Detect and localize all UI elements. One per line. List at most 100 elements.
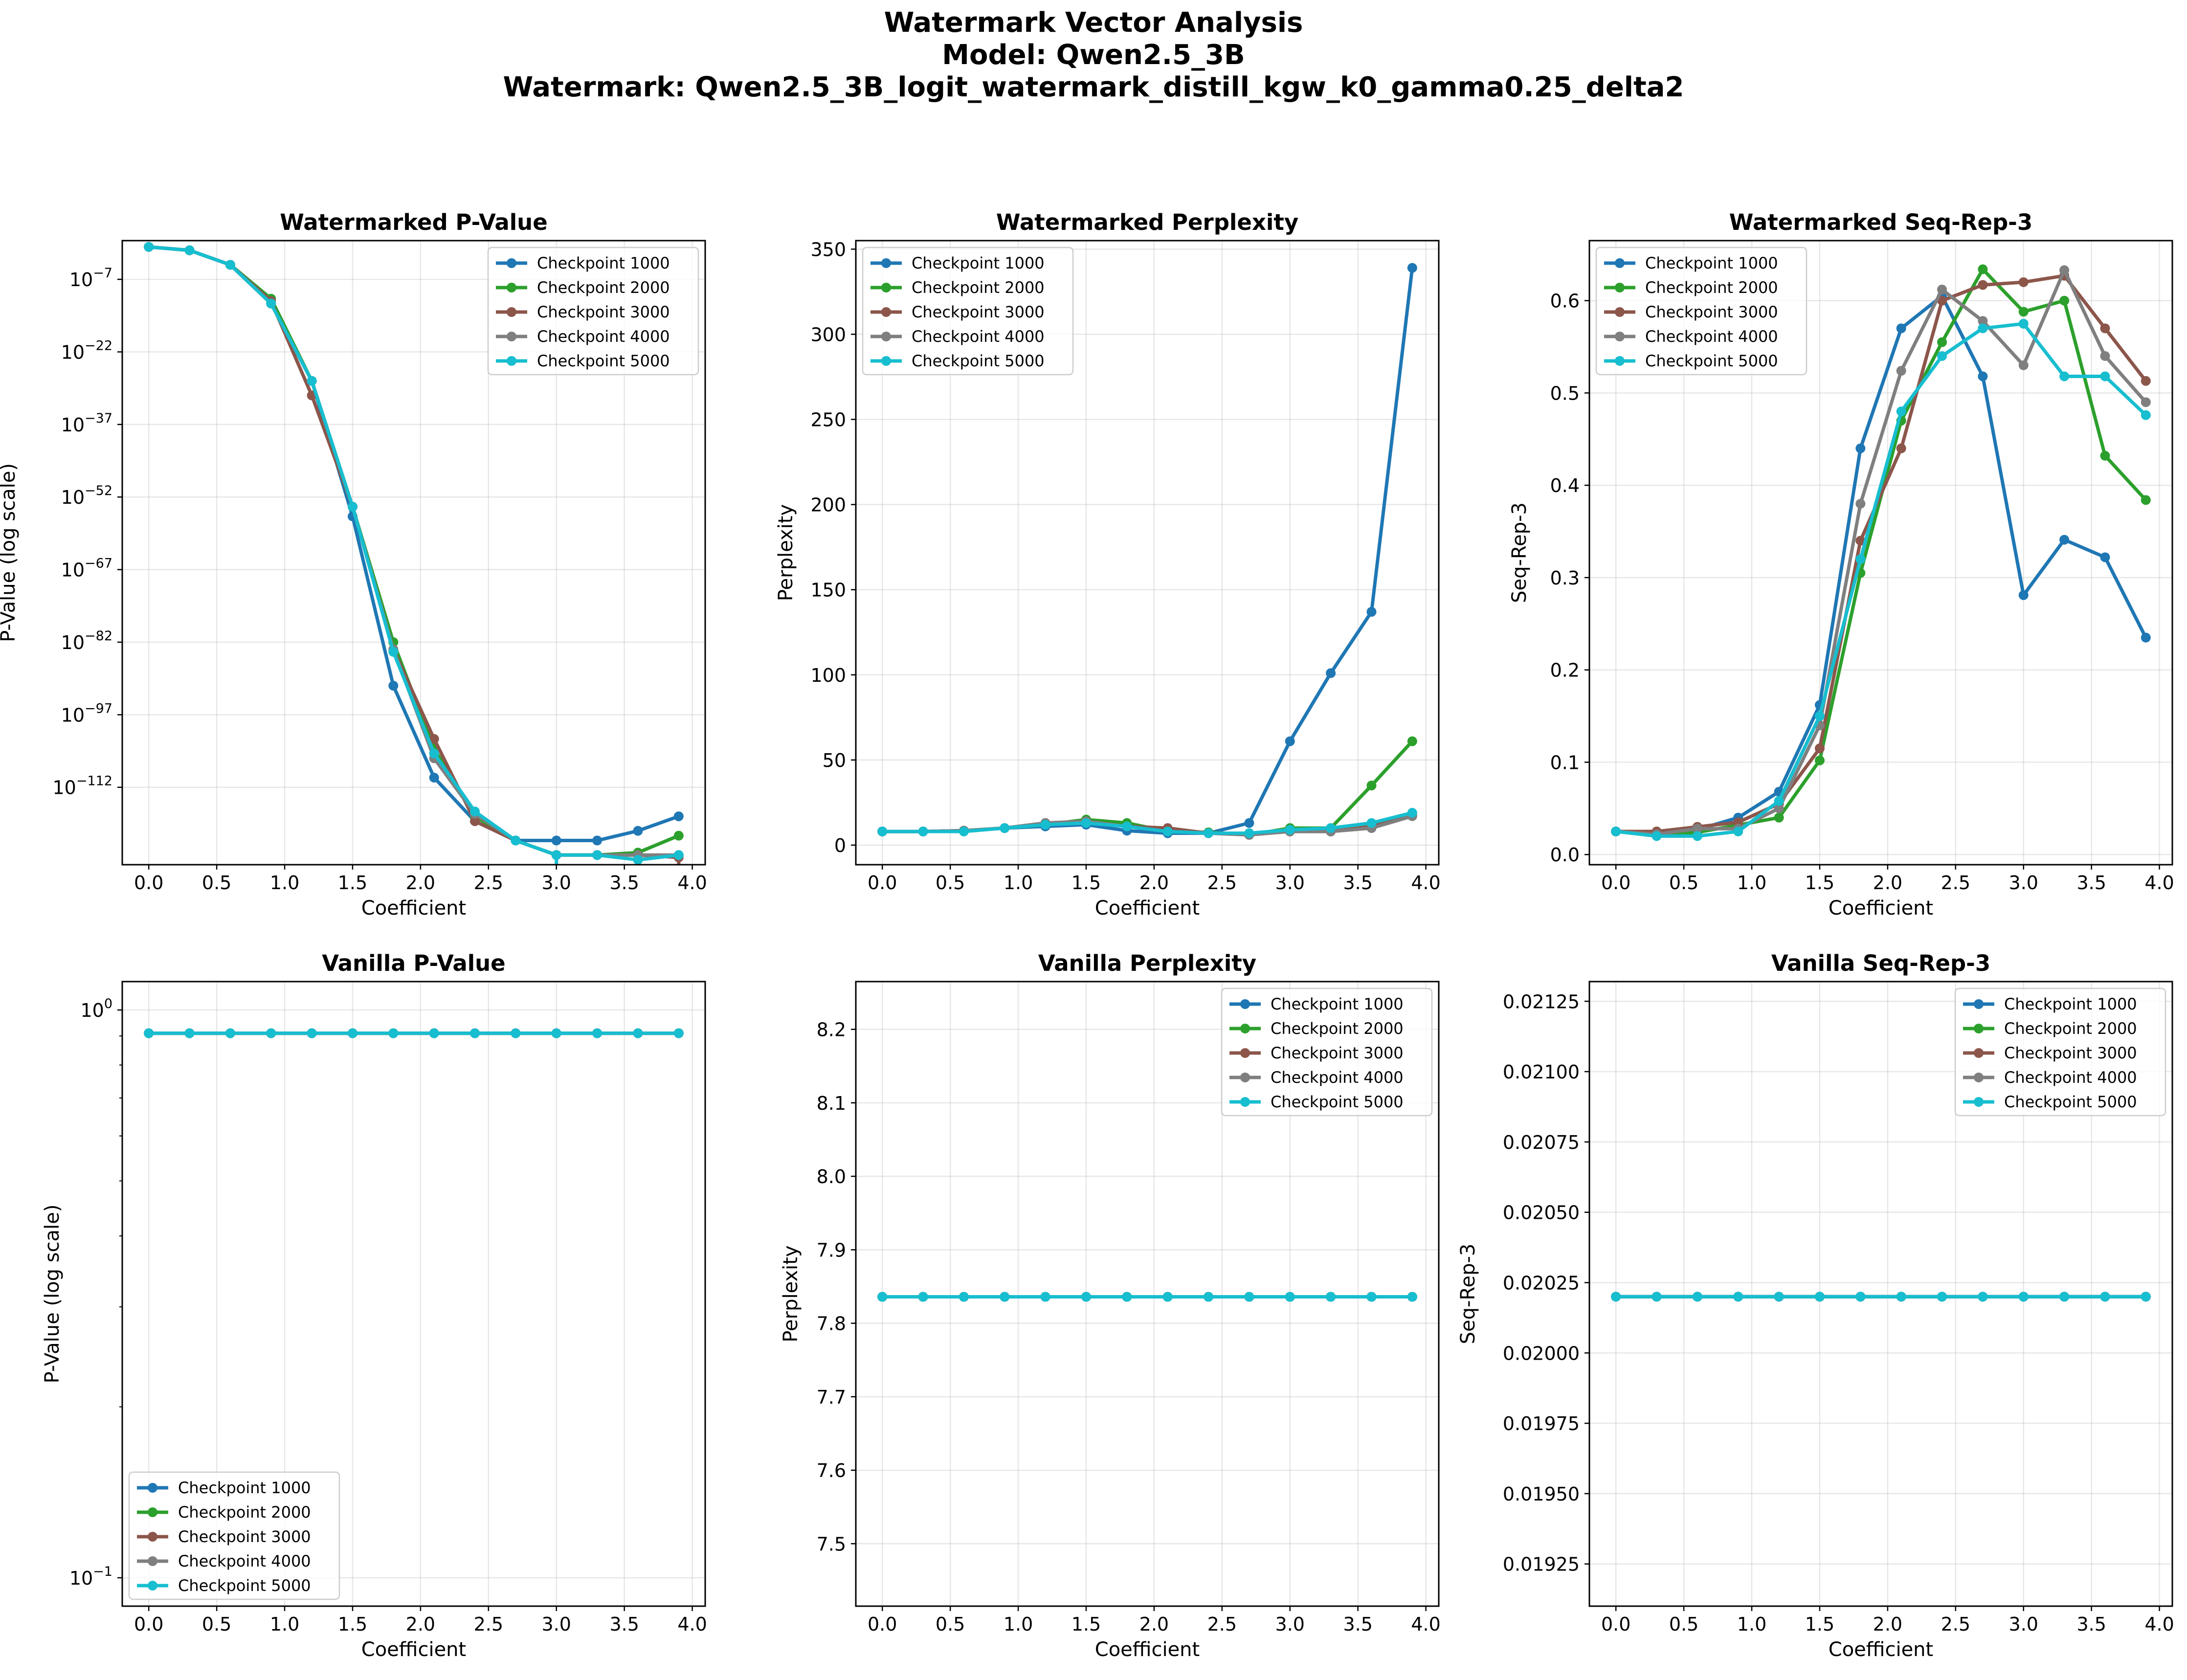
y-tick-label: 10−97 bbox=[61, 701, 112, 726]
data-point bbox=[429, 1028, 439, 1038]
data-point bbox=[877, 1292, 888, 1302]
y-tick-label: 0.02025 bbox=[1503, 1272, 1580, 1294]
y-tick-label: 350 bbox=[810, 239, 846, 260]
x-tick-label: 1.5 bbox=[338, 1613, 367, 1635]
legend: Checkpoint 1000 Checkpoint 2000 Checkpoint… bbox=[862, 246, 1074, 376]
data-point bbox=[266, 298, 276, 309]
subplot-title: Watermarked P-Value bbox=[280, 209, 548, 235]
legend-swatch-marker bbox=[1615, 356, 1625, 366]
data-point bbox=[1692, 831, 1702, 841]
x-tick-label: 1.5 bbox=[338, 872, 367, 894]
legend-label: Checkpoint 4000 bbox=[1645, 327, 1778, 346]
legend-swatch-marker bbox=[507, 258, 516, 268]
series-line bbox=[1615, 322, 2147, 838]
data-point bbox=[1855, 536, 1866, 546]
subplot-3: 0.0 0.5 1.0 1.5 2.0 2.5 3.0 3.5 4.0 0.0 0.1 0.2 0.3 0… bbox=[1508, 209, 2174, 919]
x-tick-label: 0.5 bbox=[1669, 1613, 1698, 1635]
x-tick-label: 1.5 bbox=[1071, 1613, 1101, 1635]
legend-label: Checkpoint 2000 bbox=[1645, 278, 1778, 297]
figure-title-line-2: Model: Qwen2.5_3B bbox=[942, 39, 1245, 71]
x-tick-label: 2.5 bbox=[474, 1613, 503, 1635]
data-point bbox=[1774, 796, 1784, 806]
data-point bbox=[673, 830, 684, 841]
x-tick-label: 2.5 bbox=[1207, 872, 1237, 894]
x-tick-label: 2.0 bbox=[1139, 872, 1169, 894]
y-tick-label: 10−37 bbox=[61, 411, 112, 436]
x-tick-label: 3.0 bbox=[1275, 1613, 1305, 1635]
data-point bbox=[225, 1028, 235, 1038]
data-point bbox=[1000, 823, 1010, 833]
data-point bbox=[1285, 1292, 1295, 1302]
y-tick-label: 7.8 bbox=[817, 1313, 846, 1335]
x-tick-label: 3.0 bbox=[542, 1613, 571, 1635]
y-tick-label: 10−1 bbox=[69, 1564, 112, 1589]
legend-swatch-marker bbox=[1974, 1048, 1984, 1058]
legend-label: Checkpoint 5000 bbox=[912, 352, 1045, 370]
data-point bbox=[1978, 316, 1988, 326]
subplot-4: 0.0 0.5 1.0 1.5 2.0 2.5 3.0 3.5 4.0 100 10−1 Vanill… bbox=[41, 950, 707, 1661]
x-tick-label: 0.0 bbox=[868, 1613, 897, 1635]
data-point bbox=[673, 850, 684, 860]
series-line bbox=[148, 245, 679, 862]
series-5 bbox=[877, 807, 1417, 838]
y-tick-label: 7.9 bbox=[817, 1239, 846, 1261]
data-point bbox=[2100, 371, 2110, 381]
data-point bbox=[1733, 827, 1743, 837]
data-point bbox=[1855, 498, 1866, 509]
data-point bbox=[347, 1028, 357, 1038]
y-tick-label: 10−112 bbox=[52, 774, 112, 799]
data-point bbox=[918, 1292, 928, 1302]
data-point bbox=[918, 827, 928, 837]
data-point bbox=[2100, 1292, 2110, 1302]
x-tick-label: 0.0 bbox=[868, 872, 897, 894]
data-point bbox=[470, 816, 480, 826]
data-point bbox=[2100, 552, 2110, 562]
legend-swatch-marker bbox=[881, 332, 891, 341]
x-tick-label: 1.0 bbox=[1004, 872, 1033, 894]
y-tick-label: 300 bbox=[810, 324, 846, 345]
legend-swatch-marker bbox=[148, 1581, 157, 1590]
series-5 bbox=[877, 1292, 1417, 1302]
data-point bbox=[1937, 285, 1947, 295]
x-tick-label: 0.0 bbox=[134, 872, 163, 894]
x-tick-label: 2.0 bbox=[1139, 1613, 1169, 1635]
legend-swatch-marker bbox=[881, 356, 891, 366]
legend-box bbox=[487, 246, 699, 376]
data-point bbox=[2059, 265, 2070, 275]
x-tick-label: 2.5 bbox=[1941, 872, 1970, 894]
data-point bbox=[1651, 1292, 1662, 1302]
legend-label: Checkpoint 2000 bbox=[537, 278, 670, 297]
data-point bbox=[2059, 535, 2070, 545]
x-tick-label: 4.0 bbox=[677, 1613, 707, 1635]
data-point bbox=[2018, 318, 2029, 329]
y-axis-label: Seq-Rep-3 bbox=[1508, 502, 1531, 603]
data-point bbox=[1814, 1292, 1825, 1302]
data-point bbox=[1896, 406, 1906, 417]
legend-swatch-marker bbox=[881, 307, 891, 317]
x-tick-label: 0.0 bbox=[134, 1613, 163, 1635]
data-point bbox=[388, 681, 399, 691]
series-line bbox=[1615, 268, 2147, 836]
legend-label: Checkpoint 3000 bbox=[2004, 1044, 2137, 1062]
x-tick-label: 4.0 bbox=[2144, 872, 2174, 894]
legend: Checkpoint 1000 Checkpoint 2000 Checkpoint… bbox=[1595, 246, 1808, 376]
data-point bbox=[1651, 831, 1662, 841]
data-point bbox=[388, 1028, 399, 1038]
y-tick-label: 250 bbox=[810, 409, 846, 431]
legend: Checkpoint 1000 Checkpoint 2000 Checkpoint… bbox=[1954, 987, 2166, 1117]
data-point bbox=[1855, 554, 1866, 564]
data-point bbox=[225, 260, 235, 270]
legend-label: Checkpoint 4000 bbox=[912, 327, 1045, 346]
x-tick-label: 0.5 bbox=[202, 872, 231, 894]
data-point bbox=[2100, 351, 2110, 361]
y-tick-label: 8.1 bbox=[817, 1093, 846, 1114]
data-point bbox=[1896, 1292, 1906, 1302]
data-point bbox=[1081, 1292, 1091, 1302]
x-axis-label: Coefficient bbox=[361, 1638, 466, 1661]
legend-swatch-marker bbox=[507, 332, 516, 341]
x-axis-label: Coefficient bbox=[361, 897, 466, 919]
data-point bbox=[429, 748, 439, 759]
x-tick-label: 2.0 bbox=[1873, 872, 1902, 894]
data-point bbox=[959, 1292, 969, 1302]
data-point bbox=[1244, 818, 1254, 828]
